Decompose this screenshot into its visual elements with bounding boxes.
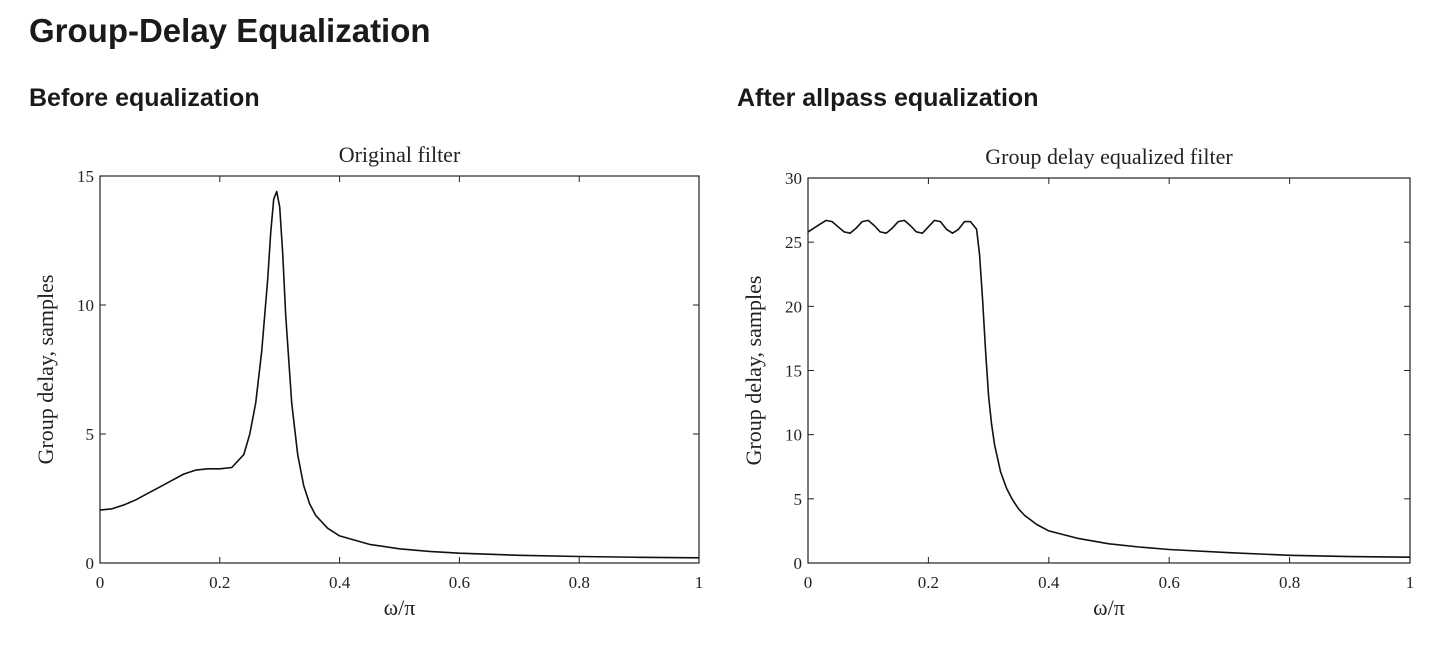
chart1-x-tick-label: 0.2: [209, 573, 230, 592]
chart1-y-tick-label: 10: [77, 296, 94, 315]
chart2-x-tick-label: 0.8: [1279, 573, 1300, 592]
chart1-x-tick-label: 0.6: [449, 573, 470, 592]
chart1-y-tick-label: 0: [86, 554, 95, 573]
chart2-y-tick-label: 25: [785, 233, 802, 252]
chart2-y-tick-label: 15: [785, 362, 802, 381]
chart2-x-tick-label: 1: [1406, 573, 1415, 592]
page-title: Group-Delay Equalization: [29, 12, 431, 49]
chart2-x-axis-label: ω/π: [1093, 595, 1125, 620]
panel-heading-after: After allpass equalization: [737, 84, 1039, 112]
chart1-y-tick-label: 15: [77, 167, 94, 186]
chart2-plot-frame: [807, 177, 1411, 564]
chart2-series-line: [807, 219, 1411, 558]
chart1-x-tick-label: 0: [96, 573, 105, 592]
chart1-x-tick-label: 0.4: [329, 573, 351, 592]
chart1-x-tick-label: 1: [695, 573, 704, 592]
chart2-y-tick-label: 20: [785, 297, 802, 316]
chart2-x-tick-label: 0.6: [1159, 573, 1180, 592]
chart2-x-tick-label: 0.2: [918, 573, 939, 592]
chart2-x-tick-label: 0.4: [1038, 573, 1060, 592]
chart1-x-axis-label: ω/π: [384, 595, 416, 620]
chart2-y-tick-label: 10: [785, 426, 802, 445]
chart1-y-tick-label: 5: [86, 425, 95, 444]
chart1-y-axis-label: Group delay, samples: [33, 275, 58, 465]
chart1-series-line: [99, 190, 700, 559]
chart2-y-axis-label: Group delay, samples: [741, 276, 766, 466]
chart2-y-tick-label: 5: [794, 490, 803, 509]
panel-heading-before: Before equalization: [29, 84, 260, 112]
chart1-title: Original filter: [339, 142, 461, 167]
chart2-title: Group delay equalized filter: [985, 144, 1233, 169]
chart2-x-tick-label: 0: [804, 573, 813, 592]
chart1-x-tick-label: 0.8: [569, 573, 590, 592]
chart2-y-tick-label: 0: [794, 554, 803, 573]
chart1-plot-frame: [99, 175, 700, 564]
chart2-y-tick-label: 30: [785, 169, 802, 188]
